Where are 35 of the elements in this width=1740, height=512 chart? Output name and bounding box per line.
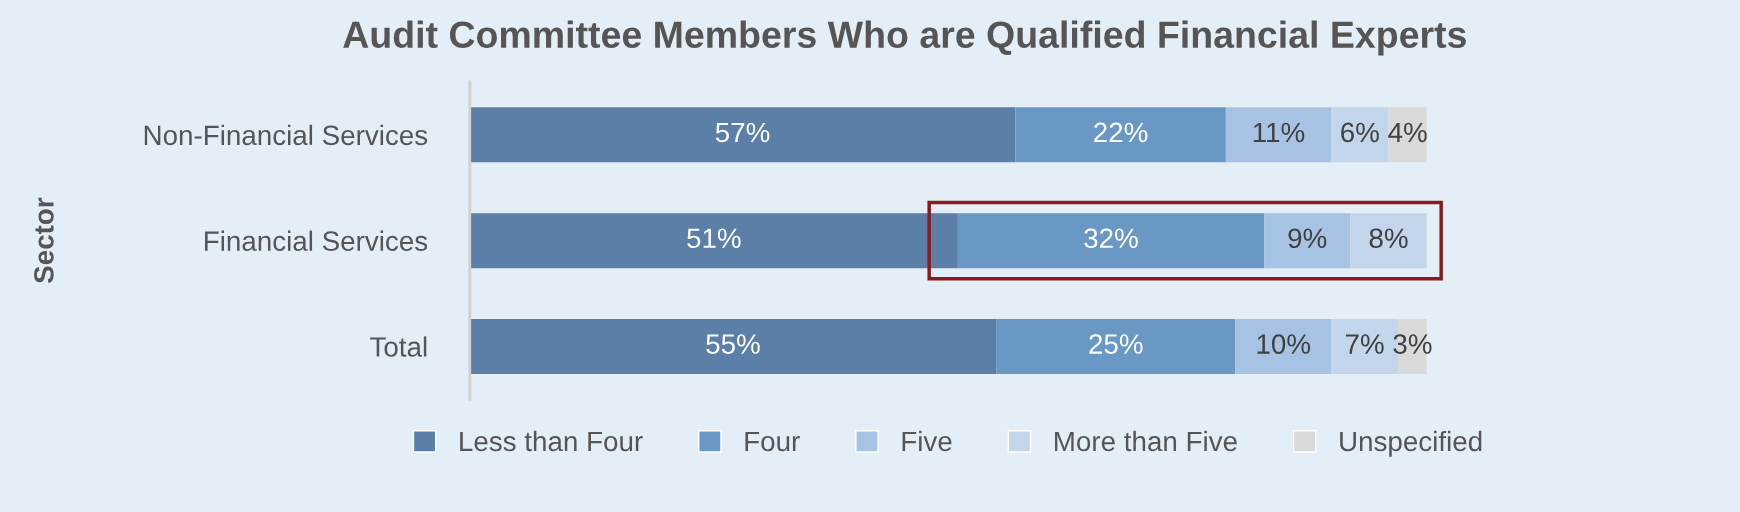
data-label: 11% [1253, 122, 1305, 143]
legend-label: Four [745, 431, 800, 452]
bar [469, 107, 1016, 163]
data-label: 8% [1369, 228, 1408, 249]
data-label: 22% [1094, 122, 1148, 143]
y-tick-label: Non-Financial Services [144, 124, 428, 146]
data-label: 3% [1393, 334, 1432, 354]
bar [996, 318, 1236, 374]
data-label: 4% [1388, 122, 1427, 143]
bar [469, 318, 997, 374]
data-label: 9% [1288, 228, 1327, 249]
data-label: 32% [1084, 228, 1138, 249]
y-tick-label: Financial Services [205, 230, 428, 251]
data-label: 25% [1089, 334, 1143, 354]
data-label: 6% [1341, 122, 1379, 143]
bar [1225, 107, 1332, 163]
data-label: 51% [687, 228, 741, 249]
data-label: 55% [706, 334, 760, 354]
legend-label: Five [902, 430, 952, 452]
bar [1350, 213, 1427, 269]
legend-label: Less than Four [460, 430, 643, 452]
bar [1015, 107, 1226, 163]
bar [1264, 213, 1351, 269]
bar [1235, 318, 1332, 374]
bar [957, 213, 1265, 269]
data-label: 10% [1257, 334, 1311, 354]
y-axis-title: Sector [34, 197, 54, 284]
legend-label: More than Five [1055, 430, 1237, 452]
bar [1331, 107, 1389, 163]
data-label: 7% [1345, 334, 1384, 354]
chart-title: Audit Committee Members Who are Qualified Financial Experts [343, 20, 1466, 56]
bar [469, 213, 958, 269]
y-tick-label: Total [370, 336, 427, 357]
data-label: 57% [715, 122, 770, 143]
legend-label: Unspecified [1340, 430, 1482, 457]
